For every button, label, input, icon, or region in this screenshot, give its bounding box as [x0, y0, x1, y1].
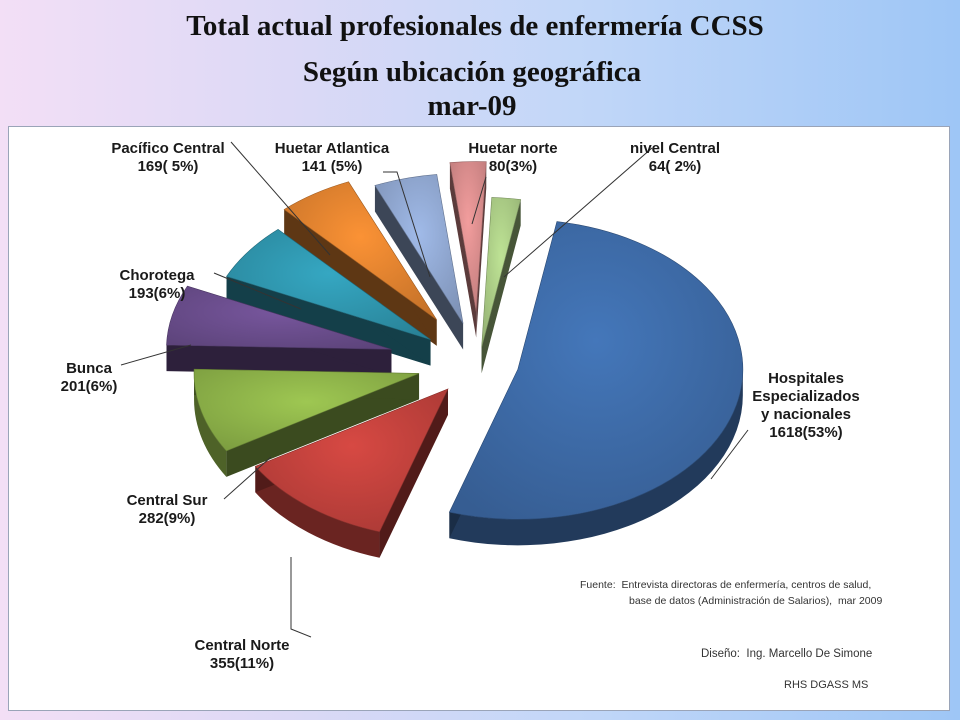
source-note-line1: Fuente: Entrevista directoras de enferme… [580, 579, 872, 591]
slice-top [374, 174, 464, 324]
leader-line [120, 344, 192, 366]
slice-label-line: 141 (5%) [302, 158, 363, 175]
pie-slice-8 [449, 161, 487, 338]
slice-label: Central Norte 355(11%) [194, 637, 289, 672]
slice-label-line: 355(11%) [210, 655, 274, 672]
slice-label-line: Central Norte [194, 637, 289, 654]
leader-line [290, 557, 312, 638]
organization-credit: RHS DGASS MS [784, 679, 869, 691]
slice-label-line: Chorotega [120, 267, 196, 284]
slice-top [448, 221, 744, 520]
slice-edge [374, 185, 464, 350]
slice-label: Central Sur 282(9%) [127, 492, 208, 527]
slice-label-line: 201(6%) [61, 378, 118, 395]
slice-label-line: Hospitales [768, 370, 844, 387]
leader-line [383, 171, 431, 278]
slice-label-line: Central Sur [127, 492, 208, 509]
pie-chart: Hospitales Especializados y nacionales 1618… [61, 140, 860, 672]
slice-edge [476, 161, 487, 338]
slice-side [449, 369, 743, 546]
slice-label-line: Huetar Atlantica [275, 140, 390, 157]
slice-edge [449, 162, 477, 338]
slice-label: Bunca 201(6%) [61, 360, 118, 395]
slice-label-line: 1618(53%) [769, 424, 842, 441]
slice-label-line: nivel Central [630, 140, 720, 157]
slice-edge [226, 276, 431, 366]
slice-label: nivel Central 64( 2%) [630, 140, 720, 175]
slice-label-line: 282(9%) [139, 510, 196, 527]
slice-edge [284, 209, 437, 346]
pie-slice-2 [254, 388, 449, 558]
pie-slice-5 [226, 229, 431, 366]
chart-subtitle: Según ubicación geográfica [302, 56, 642, 88]
pie-slice-4 [166, 285, 392, 376]
leader-line [223, 456, 272, 500]
slice-edge [379, 388, 449, 558]
slice-side [194, 373, 227, 477]
slice-label-line: Especializados [752, 388, 860, 405]
slice-label-line: 64( 2%) [649, 158, 702, 175]
slice-top [283, 181, 437, 321]
slice-label: Huetar Atlantica 141 (5%) [275, 140, 390, 175]
source-note-line2: base de datos (Administración de Salario… [629, 595, 883, 607]
slice-top [254, 388, 449, 533]
chart-panel: Hospitales Especializados y nacionales 1618… [8, 126, 950, 711]
leader-line [471, 176, 487, 225]
slice-label-line: Bunca [66, 360, 113, 377]
slice-edge [226, 373, 420, 477]
slice-top [226, 229, 431, 340]
chart-title: Total actual profesionales de enfermería… [186, 10, 764, 42]
slice-label-line: Huetar norte [468, 140, 557, 157]
slice-label-line: 80(3%) [489, 158, 537, 175]
slice-label: Chorotega 193(6%) [120, 267, 196, 302]
pie-slice-7 [374, 174, 464, 350]
design-credit: Diseño: Ing. Marcello De Simone [701, 648, 873, 660]
chart-date: mar-09 [427, 90, 517, 122]
slice-top [166, 285, 392, 350]
slice-label: Huetar norte 80(3%) [468, 140, 557, 175]
slice-top [449, 161, 487, 312]
slice-label-line: y nacionales [761, 406, 851, 423]
leader-line [710, 429, 749, 480]
slice-top [193, 368, 420, 452]
pie-slice-1 [448, 221, 744, 546]
pie-slice-9 [481, 197, 522, 374]
leader-line [503, 147, 653, 278]
slice-edge [481, 199, 521, 374]
leader-line [230, 141, 331, 256]
pie-slice-6 [283, 181, 437, 346]
slice-label-line: 193(6%) [129, 285, 186, 302]
slice-label-line: Pacífico Central [111, 140, 224, 157]
pie-slice-3 [193, 368, 420, 477]
slice-label: Pacífico Central 169( 5%) [111, 140, 224, 175]
slice-side [255, 466, 380, 558]
slice-top [481, 197, 522, 348]
slice-label: Hospitales Especializados y nacionales 1618… [752, 370, 860, 441]
slice-label-line: 169( 5%) [138, 158, 199, 175]
leader-line [213, 272, 302, 310]
